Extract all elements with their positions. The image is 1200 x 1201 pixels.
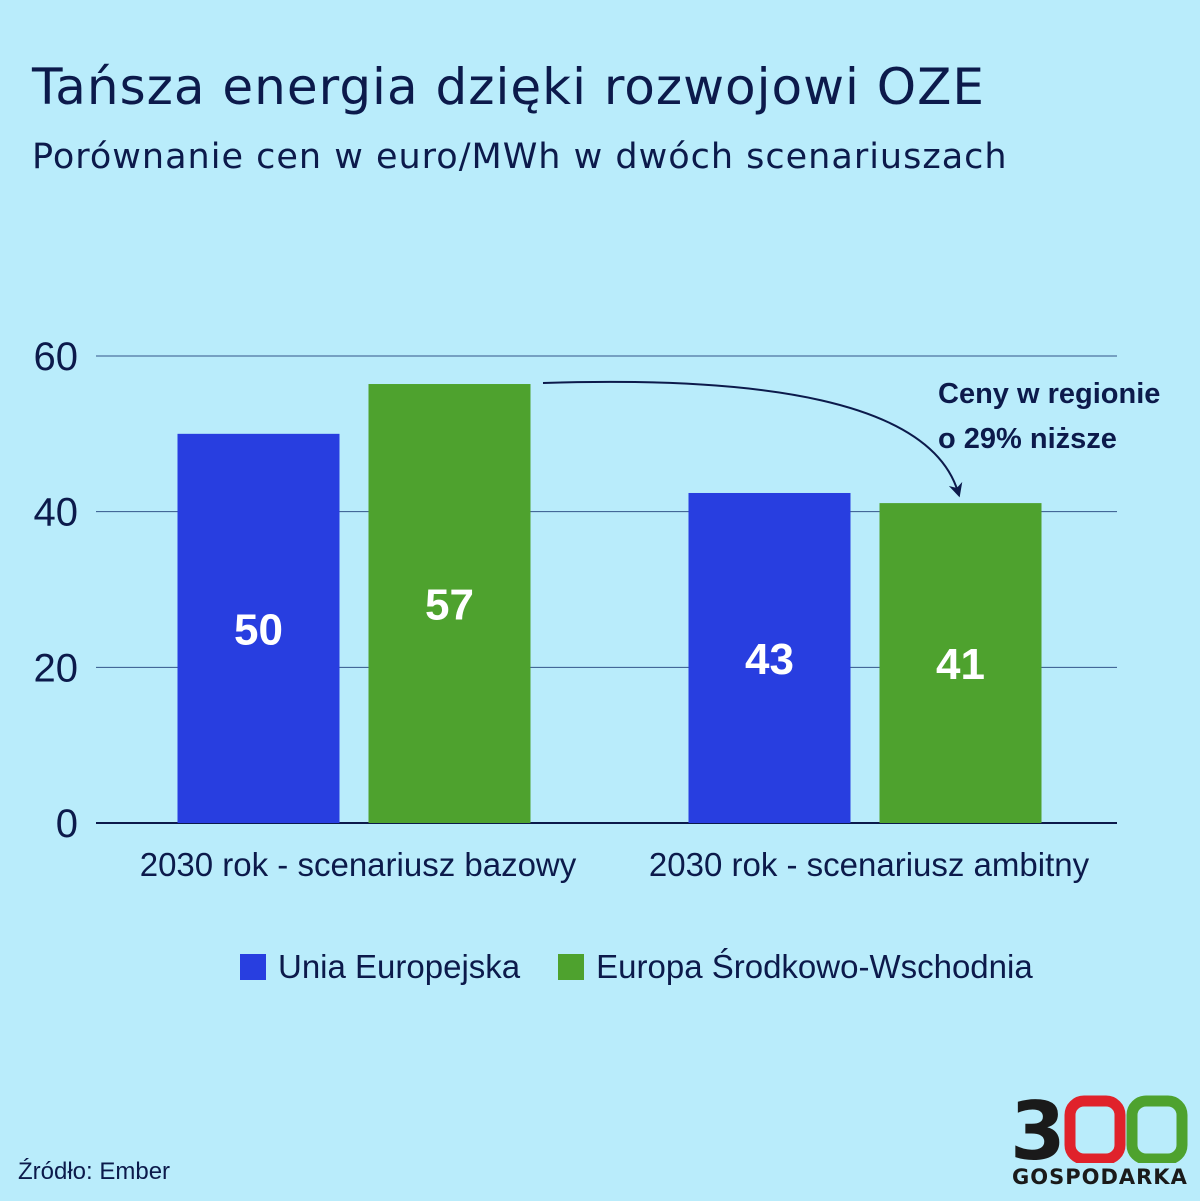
legend-label-eu: Unia Europejska: [278, 948, 521, 985]
data-label-eu-1: 50: [234, 605, 283, 654]
legend-label-cee: Europa Środkowo-Wschodnia: [596, 948, 1033, 985]
y-tick-label-60: 60: [34, 335, 79, 379]
y-tick-label-0: 0: [56, 802, 78, 846]
y-tick-label-20: 20: [34, 646, 79, 690]
annotation-line-1: Ceny w regionie: [938, 378, 1160, 410]
chart-legend: Unia Europejska Europa Środkowo-Wschodni…: [240, 948, 1071, 986]
bar-cee-1: [368, 384, 531, 823]
annotation-line-2: o 29% niższe: [938, 423, 1117, 455]
chart-title: Tańsza energia dzięki rozwojowi OZE: [32, 58, 985, 116]
annotation-arrow: [542, 380, 963, 498]
data-label-cee-2: 41: [936, 640, 985, 689]
legend-item-cee: Europa Środkowo-Wschodnia: [558, 948, 1033, 986]
y-tick-label-40: 40: [34, 491, 79, 535]
data-label-eu-2: 43: [745, 635, 794, 684]
source-note: Źródło: Ember: [18, 1158, 171, 1185]
x-category-label-2: 2030 rok - scenariusz ambitny: [649, 846, 1090, 883]
brand-logo: 3 GOSPODARKA: [1010, 1085, 1190, 1193]
chart-subtitle: Porównanie cen w euro/MWh w dwóch scenar…: [32, 137, 1008, 177]
data-label-cee-1: 57: [425, 581, 474, 630]
bar-eu-1: [177, 433, 340, 823]
legend-item-eu: Unia Europejska: [240, 948, 520, 986]
svg-text:3: 3: [1010, 1093, 1066, 1163]
bar-eu-2: [688, 492, 851, 823]
legend-swatch-eu: [240, 954, 266, 980]
bar-cee-2: [879, 503, 1042, 823]
legend-swatch-cee: [558, 954, 585, 980]
logo-wordmark: GOSPODARKA: [1012, 1165, 1188, 1189]
logo-300-icon: 3: [1010, 1085, 1188, 1178]
x-category-label-1: 2030 rok - scenariusz bazowy: [140, 846, 577, 883]
